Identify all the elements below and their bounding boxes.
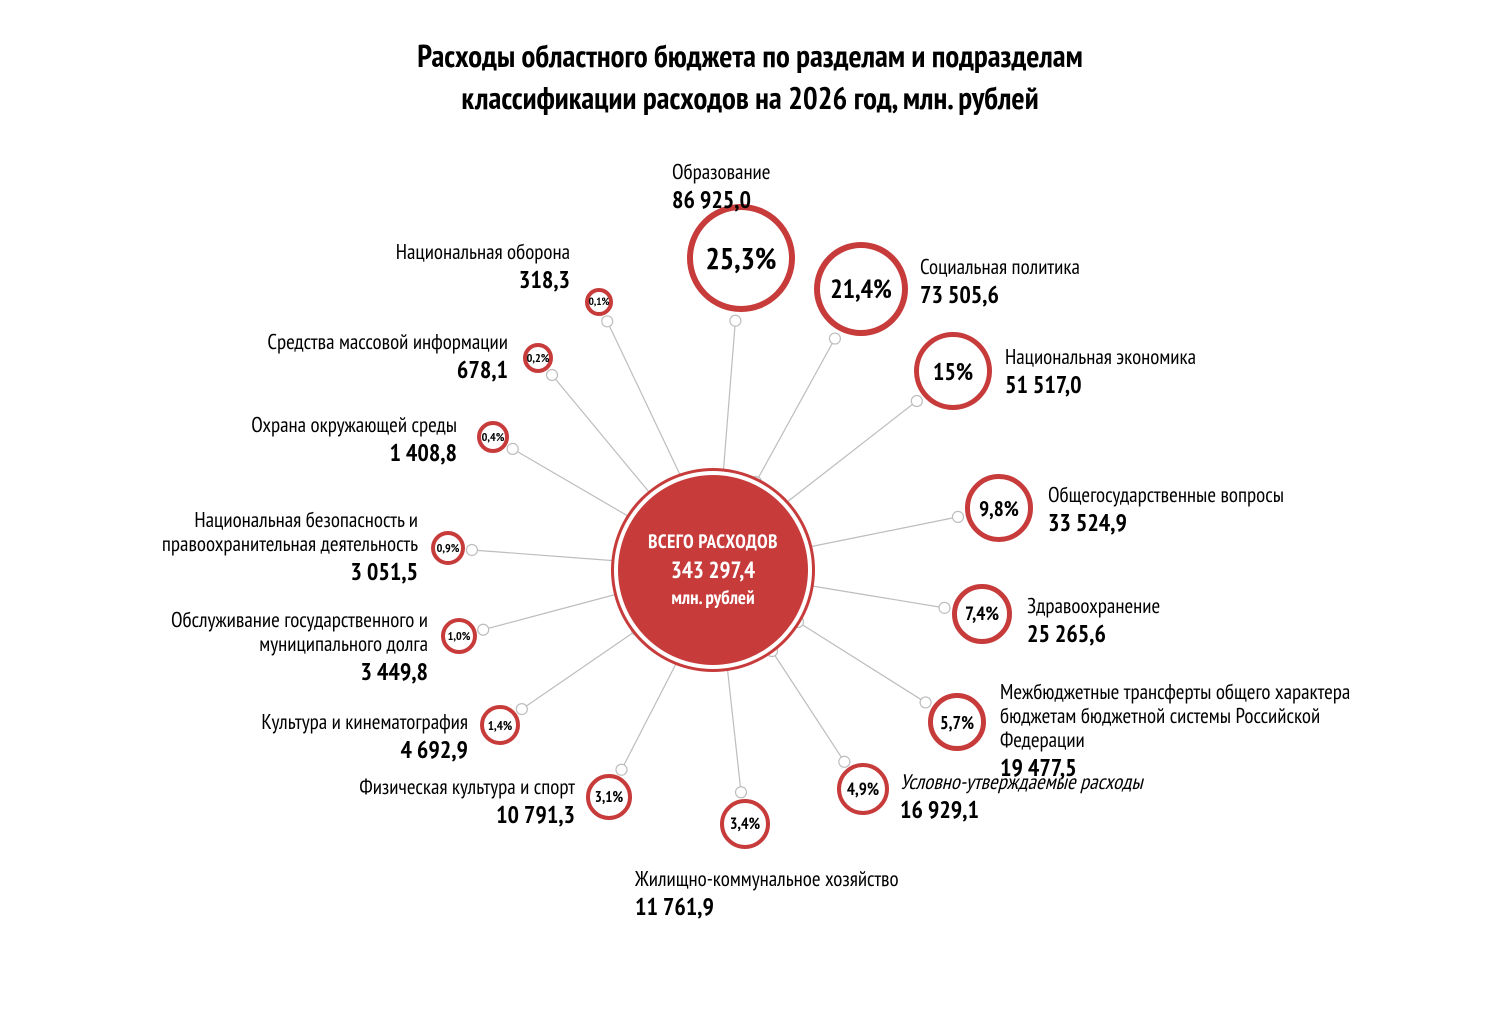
label-value: 318,3 (310, 266, 570, 294)
bubble-pct: 25,3% (705, 239, 776, 278)
label-value: 3 449,8 (98, 658, 428, 686)
label-name: Социальная политика (920, 255, 1220, 279)
bubble-debt: 1,0% (441, 618, 477, 654)
bubble-culture: 1,4% (480, 705, 520, 745)
center-label: ВСЕГО РАСХОДОВ (648, 530, 778, 554)
label-value: 10 791,3 (295, 801, 575, 829)
label-education: Образование86 925,0 (672, 160, 932, 214)
bubble-social: 21,4% (814, 242, 908, 336)
label-culture: Культура и кинематография4 692,9 (168, 710, 468, 764)
label-value: 11 761,9 (635, 893, 1055, 921)
bubble-pct: 7,4% (965, 602, 999, 626)
bubble-gov: 9,8% (965, 474, 1033, 542)
label-name: Обслуживание государственного и муниципа… (98, 608, 428, 656)
bubble-pct: 21,4% (830, 273, 892, 306)
bubble-media: 0,2% (523, 343, 553, 373)
label-gov: Общегосударственные вопросы33 524,9 (1048, 483, 1408, 537)
label-value: 1 408,8 (157, 439, 457, 467)
label-conditional: Условно-утверждаемые расходы16 929,1 (900, 770, 1260, 824)
center-total: ВСЕГО РАСХОДОВ 343 297,4 млн. рублей (618, 475, 808, 665)
bubble-pct: 15% (933, 356, 973, 387)
bubble-defense: 0,1% (585, 288, 613, 316)
bubble-conditional: 4,9% (837, 763, 889, 815)
bubble-transfers: 5,7% (928, 693, 986, 751)
label-ecology: Охрана окружающей среды1 408,8 (157, 413, 457, 467)
label-name: Национальная экономика (1005, 345, 1335, 369)
bubble-pct: 9,8% (979, 495, 1019, 522)
bubble-pct: 3,4% (730, 814, 760, 834)
label-name: Условно-утверждаемые расходы (900, 770, 1260, 794)
title-line-1: Расходы областного бюджета по разделам и… (0, 35, 1500, 77)
label-health: Здравоохранение25 265,6 (1027, 594, 1327, 648)
bubble-pct: 1,0% (448, 629, 471, 644)
bubble-pct: 0,9% (437, 541, 460, 556)
label-name: Охрана окружающей среды (157, 413, 457, 437)
bubble-education: 25,3% (687, 204, 795, 312)
bubble-pct: 0,1% (589, 295, 610, 309)
label-name: Национальная оборона (310, 240, 570, 264)
label-name: Физическая культура и спорт (295, 775, 575, 799)
bubble-housing: 3,4% (720, 799, 770, 849)
label-name: Общегосударственные вопросы (1048, 483, 1408, 507)
label-sport: Физическая культура и спорт10 791,3 (295, 775, 575, 829)
label-economy: Национальная экономика51 517,0 (1005, 345, 1335, 399)
label-name: Межбюджетные трансферты общего характера… (1000, 680, 1360, 752)
label-value: 25 265,6 (1027, 620, 1327, 648)
label-name: Образование (672, 160, 932, 184)
label-value: 73 505,6 (920, 281, 1220, 309)
bubble-economy: 15% (914, 332, 992, 410)
bubble-security: 0,9% (431, 531, 465, 565)
label-value: 51 517,0 (1005, 371, 1335, 399)
bubble-pct: 0,2% (527, 351, 550, 366)
label-value: 16 929,1 (900, 796, 1260, 824)
label-social: Социальная политика73 505,6 (920, 255, 1220, 309)
bubble-pct: 3,1% (595, 788, 623, 807)
bubble-health: 7,4% (952, 584, 1012, 644)
center-unit: млн. рублей (671, 586, 754, 610)
label-media: Средства массовой информации678,1 (188, 330, 508, 384)
label-value: 678,1 (188, 356, 508, 384)
label-name: Национальная безопасность и правоохранит… (88, 508, 418, 556)
label-defense: Национальная оборона318,3 (310, 240, 570, 294)
bubble-pct: 1,4% (488, 717, 513, 734)
bubble-ecology: 0,4% (477, 421, 509, 453)
label-transfers: Межбюджетные трансферты общего характера… (1000, 680, 1360, 782)
bubble-sport: 3,1% (586, 774, 632, 820)
label-debt: Обслуживание государственного и муниципа… (98, 608, 428, 686)
label-value: 3 051,5 (88, 558, 418, 586)
label-housing: Жилищно-коммунальное хозяйство11 761,9 (635, 867, 1055, 921)
label-value: 86 925,0 (672, 186, 932, 214)
center-value: 343 297,4 (671, 556, 755, 585)
chart-title: Расходы областного бюджета по разделам и… (0, 35, 1500, 119)
bubble-pct: 4,9% (847, 778, 879, 800)
label-value: 33 524,9 (1048, 509, 1408, 537)
title-line-2: классификации расходов на 2026 год, млн.… (0, 77, 1500, 119)
label-name: Здравоохранение (1027, 594, 1327, 618)
label-name: Средства массовой информации (188, 330, 508, 354)
label-name: Жилищно-коммунальное хозяйство (635, 867, 1055, 891)
label-security: Национальная безопасность и правоохранит… (88, 508, 418, 586)
label-name: Культура и кинематография (168, 710, 468, 734)
bubble-pct: 0,4% (482, 430, 505, 445)
bubble-pct: 5,7% (940, 711, 974, 734)
label-value: 4 692,9 (168, 736, 468, 764)
